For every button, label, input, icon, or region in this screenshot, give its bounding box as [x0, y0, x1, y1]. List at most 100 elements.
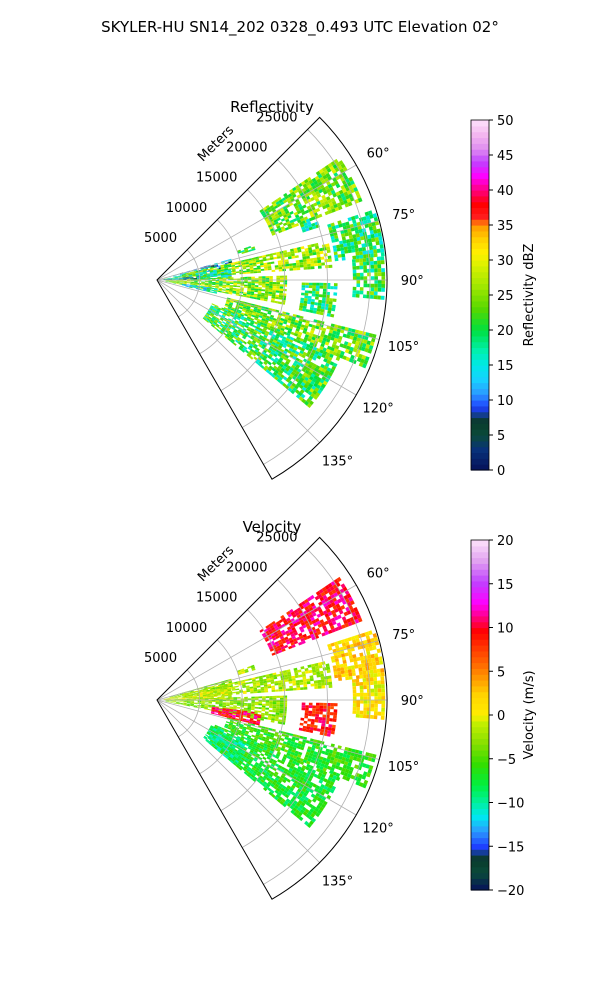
echo-gate [220, 268, 225, 270]
echo-gate [318, 717, 323, 721]
echo-gate [282, 711, 287, 714]
echo-gate [289, 268, 294, 271]
echo-gate [271, 349, 276, 354]
echo-gate [255, 260, 260, 263]
echo-gate [210, 313, 214, 317]
echo-gate [325, 338, 331, 343]
echo-gate [293, 247, 298, 251]
echo-gate [330, 222, 335, 227]
echo-gate [308, 335, 313, 340]
echo-gate [380, 295, 385, 300]
echo-gate [247, 286, 252, 289]
echo-gate [261, 292, 265, 296]
echo-gate [300, 300, 304, 304]
echo-gate [213, 326, 218, 330]
echo-gate [296, 194, 302, 199]
echo-gate [319, 702, 324, 706]
echo-gate [182, 278, 187, 279]
echo-gate [312, 708, 316, 712]
echo-gate [265, 330, 270, 335]
echo-gate [319, 708, 324, 712]
echo-gate [286, 365, 291, 370]
echo-gate [265, 289, 269, 292]
echo-gate [232, 270, 236, 273]
echo-gate [225, 288, 230, 291]
echo-gate [261, 331, 266, 335]
echo-gate [350, 332, 355, 337]
echo-gate [306, 398, 312, 404]
echo-gate [289, 354, 294, 359]
echo-gate [369, 249, 374, 254]
echo-gate [241, 329, 246, 333]
echo-gate [287, 369, 293, 374]
echo-gate [249, 329, 254, 334]
echo-gate [274, 265, 279, 268]
echo-gate [347, 665, 352, 670]
echo-gate [352, 686, 357, 690]
echo-gate [319, 349, 324, 354]
echo-gate [333, 348, 339, 353]
echo-gate [343, 191, 349, 197]
echo-gate [240, 332, 244, 336]
echo-gate [251, 283, 255, 286]
echo-gate [321, 330, 326, 335]
echo-gate [273, 337, 279, 342]
echo-gate [207, 287, 211, 289]
echo-gate [214, 264, 219, 267]
echo-gate [322, 294, 327, 298]
echo-gate [292, 218, 297, 222]
echo-gate [365, 215, 371, 220]
echo-gate [300, 717, 305, 721]
echo-gate [330, 189, 336, 195]
echo-gate [254, 701, 259, 704]
echo-gate [285, 688, 290, 691]
echo-gate [249, 263, 253, 266]
echo-gate [237, 314, 242, 318]
echo-gate [203, 289, 207, 291]
echo-gate [198, 272, 203, 274]
echo-gate [203, 287, 207, 289]
echo-gate [307, 338, 312, 342]
echo-gate [263, 321, 268, 325]
echo-gate [299, 264, 304, 268]
echo-gate [313, 307, 318, 311]
echo-gate [316, 254, 321, 258]
echo-gate [372, 665, 377, 670]
echo-gate [216, 309, 221, 312]
echo-gate [289, 367, 294, 372]
echo-gate [167, 277, 171, 279]
echo-gate [215, 286, 219, 288]
echo-gate [273, 211, 278, 215]
echo-gate [185, 285, 190, 287]
echo-gate [165, 281, 169, 282]
echo-gate [305, 707, 309, 711]
echo-gate [209, 308, 213, 311]
echo-gate [242, 264, 246, 267]
echo-gate [186, 281, 191, 282]
echo-gate [300, 393, 306, 399]
echo-gate [190, 280, 195, 282]
echo-gate [369, 665, 374, 671]
echo-gate [192, 273, 196, 276]
echo-gate [202, 317, 207, 321]
echo-gate [239, 271, 243, 273]
echo-gate [380, 256, 385, 261]
echo-gate [270, 314, 275, 318]
echo-gate [244, 250, 249, 253]
echo-gate [348, 672, 353, 677]
echo-gate [285, 367, 290, 372]
echo-gate [207, 708, 212, 711]
echo-gate [204, 698, 209, 700]
echo-gate [351, 215, 356, 221]
echo-gate [248, 678, 252, 681]
echo-gate [380, 668, 385, 673]
echo-gate [315, 291, 320, 295]
echo-gate [229, 335, 234, 339]
echo-gate [370, 291, 375, 296]
echo-gate [280, 226, 285, 230]
echo-gate [257, 690, 261, 693]
echo-gate [334, 345, 340, 350]
echo-gate [266, 206, 271, 211]
echo-gate [258, 276, 263, 279]
echo-gate [255, 314, 260, 317]
